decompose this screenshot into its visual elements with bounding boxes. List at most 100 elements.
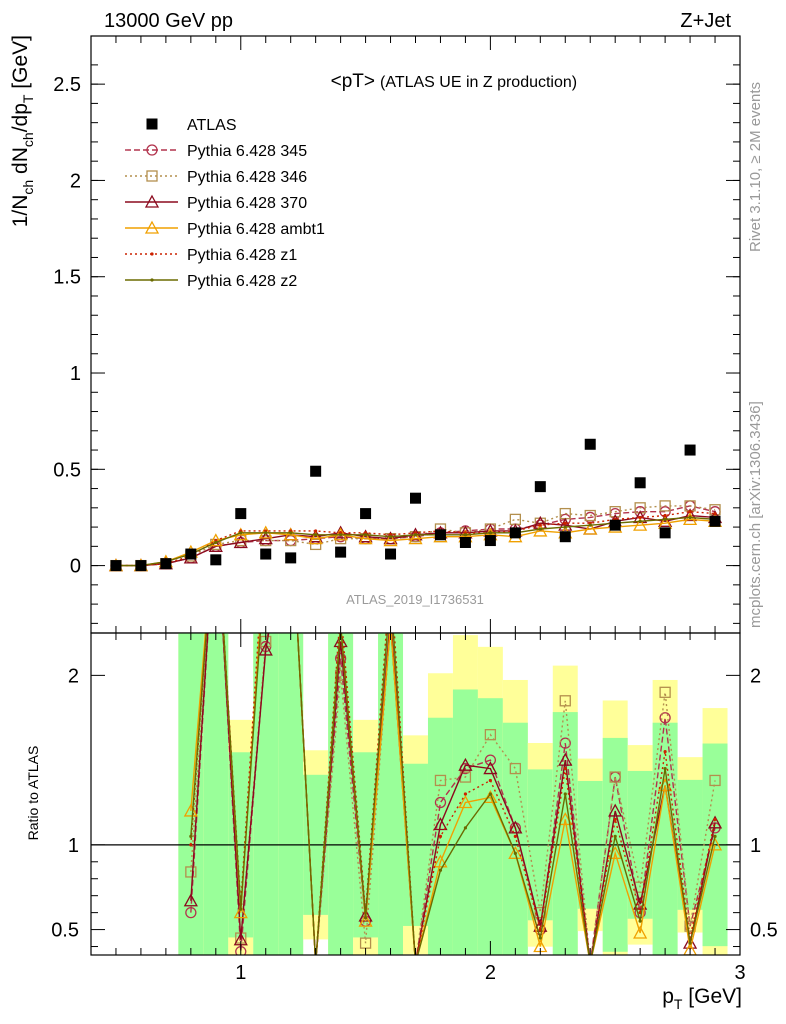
data-point [408, 531, 423, 545]
data-point [358, 531, 373, 545]
ratio-point [411, 958, 421, 968]
data-point [314, 529, 318, 533]
ratio-point [709, 774, 721, 787]
y-tick-label: 2.5 [53, 74, 81, 96]
legend-marker [146, 118, 158, 130]
series-pythia-6-428-370 [108, 508, 723, 572]
ratio-point [585, 958, 595, 968]
ratio-point [613, 834, 617, 838]
ratio-point [285, 500, 297, 511]
data-point [583, 521, 598, 535]
ratio-point [185, 906, 197, 919]
ratio-point [659, 686, 671, 698]
ratio-point [463, 826, 468, 830]
series-line [115, 505, 716, 567]
data-point [185, 548, 197, 560]
data-point [434, 529, 446, 541]
ratio-point [285, 500, 297, 511]
data-point [659, 500, 671, 512]
y-tick-label: 1 [70, 363, 81, 385]
xlabel-unit: [GeV] [682, 985, 742, 1008]
legend-label: Pythia 6.428 z2 [187, 273, 297, 290]
ratio-point [311, 958, 321, 968]
uncertainty-bands [91, 633, 740, 955]
data-point [559, 531, 571, 543]
ratio-point [558, 752, 573, 766]
ratio-point [310, 957, 322, 968]
band-inner [502, 722, 528, 955]
ratio-point [185, 866, 197, 878]
band-inner [278, 633, 304, 955]
data-point [388, 535, 393, 539]
ratio-point [414, 962, 417, 965]
data-point [285, 534, 297, 547]
ratio-point [707, 837, 723, 851]
ratio-y-tick-label-right: 2 [750, 665, 761, 687]
ratio-point [410, 957, 422, 968]
ratio-line [190, 633, 716, 955]
legend: ATLAS Pythia 6.428 345 Pythia 6.428 346 Pyt… [125, 117, 325, 290]
data-point [135, 560, 147, 572]
ratio-point [363, 916, 368, 920]
ratio-point [713, 817, 717, 822]
ratio-series [183, 500, 723, 968]
band-inner [452, 689, 478, 955]
ratio-point [438, 868, 443, 872]
data-point [383, 531, 398, 545]
analysis-id: ATLAS_2019_I1736531 [346, 592, 484, 607]
data-point [285, 552, 297, 564]
ratio-point [411, 958, 421, 968]
ratio-point [434, 774, 447, 787]
data-point [214, 540, 218, 545]
data-point [488, 531, 492, 535]
x-axis-label: pT [GeV] [662, 985, 742, 1012]
ratio-point [488, 778, 492, 783]
header-left: 13000 GeV pp [104, 10, 233, 32]
data-point [208, 533, 223, 547]
ratio-point [513, 834, 517, 838]
ratio-point [289, 504, 292, 507]
ratio-point [488, 792, 492, 796]
ratio-y-tick-label: 2 [68, 665, 79, 687]
ratio-y-label: Ratio to ATLAS [25, 746, 41, 841]
data-point [709, 515, 721, 527]
ratio-point [508, 820, 523, 834]
data-point [308, 529, 323, 543]
y-tick-label: 0.5 [53, 459, 81, 481]
ratio-point [638, 919, 642, 923]
data-point [534, 481, 546, 493]
band-inner [378, 633, 404, 955]
data-point [609, 519, 621, 531]
data-point [634, 502, 646, 514]
data-point [310, 538, 322, 551]
ratio-point [389, 572, 392, 575]
y-tick-label: 0 [70, 556, 81, 578]
ratio-point [584, 957, 596, 968]
ratio-point [508, 845, 523, 859]
rivet-label: Rivet 3.1.10, ≥ 2M events [747, 82, 764, 252]
ratio-point [589, 962, 592, 965]
ratio-point [414, 962, 417, 965]
legend-label: Pythia 6.428 346 [187, 169, 307, 186]
ratio-point [589, 962, 592, 965]
data-point [335, 546, 347, 558]
main-y-label: 1/Nch dNch/dpT [GeV] [9, 35, 36, 227]
ratio-point [189, 843, 193, 847]
legend-marker [144, 220, 160, 234]
legend-marker [146, 144, 158, 156]
data-point [563, 525, 567, 529]
ylabel-sub-t: T [20, 94, 36, 103]
ratio-point [458, 795, 473, 809]
data-point [633, 517, 648, 531]
ratio-point [233, 905, 248, 919]
legend-label: Pythia 6.428 345 [187, 143, 307, 160]
ratio-point [210, 500, 222, 511]
ratio-point [483, 790, 498, 804]
ratio-point [314, 962, 317, 965]
data-point [310, 465, 322, 477]
data-point [410, 492, 421, 504]
data-point [713, 511, 717, 516]
ratio-point [410, 957, 422, 968]
ratio-point [314, 962, 317, 965]
